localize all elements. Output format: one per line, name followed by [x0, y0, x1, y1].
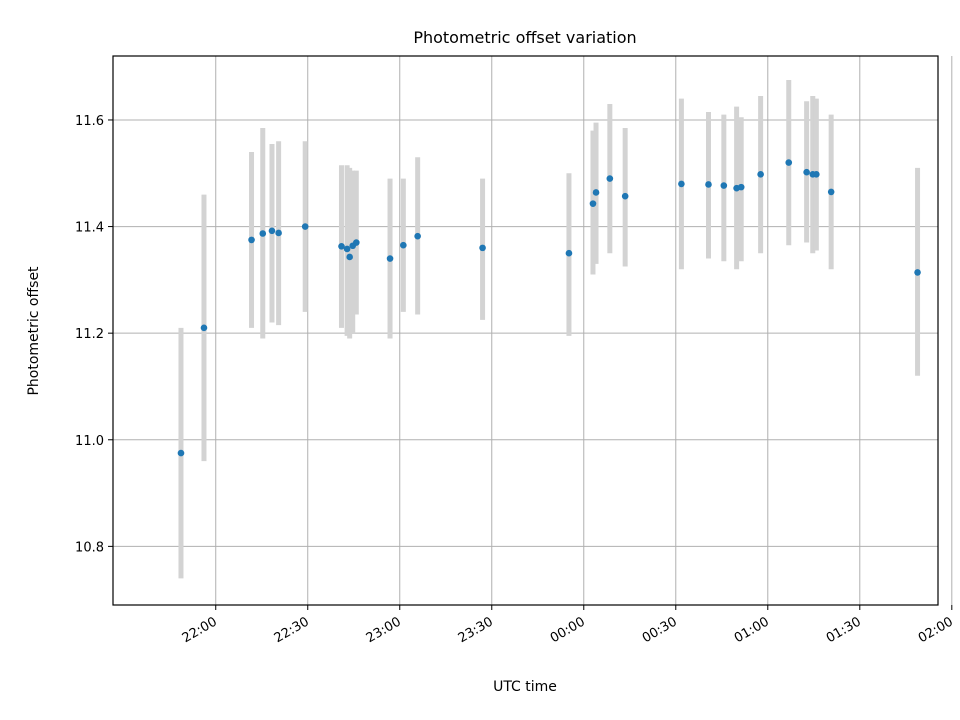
plot-area: [113, 56, 938, 605]
data-point: [259, 230, 267, 237]
y-tick-label: 11.4: [75, 221, 104, 236]
data-point: [177, 449, 185, 457]
y-axis-label: Photometric offset: [26, 266, 42, 396]
data-point: [803, 168, 810, 176]
data-point: [275, 229, 282, 237]
plot-frame: [112, 55, 939, 606]
data-point: [737, 183, 745, 191]
x-axis-label: UTC time: [493, 679, 557, 695]
data-point: [386, 255, 394, 262]
data-point: [589, 200, 597, 207]
data-point: [346, 253, 353, 261]
y-tick-label: 10.8: [75, 540, 104, 555]
data-point: [301, 223, 309, 230]
data-point: [353, 239, 360, 246]
data-point: [592, 189, 600, 196]
y-axis-ticks: 10.8 11.0 11.2 11.4 11.6: [75, 114, 113, 555]
data-point: [200, 324, 208, 332]
data-point: [400, 241, 407, 249]
data-point: [343, 245, 351, 253]
data-point: [248, 236, 255, 244]
data-point: [414, 232, 421, 240]
data-point: [813, 171, 820, 178]
data-point: [621, 192, 629, 200]
y-tick-label: 11.2: [75, 327, 104, 342]
data-point: [606, 175, 614, 182]
data-point: [757, 171, 764, 178]
data-point: [338, 242, 345, 250]
data-points: [177, 159, 921, 457]
chart-title: Photometric offset variation: [413, 28, 636, 47]
data-point: [785, 159, 793, 166]
data-point: [705, 181, 712, 188]
data-point: [678, 180, 685, 188]
y-tick-label: 11.0: [75, 434, 104, 449]
data-point: [479, 244, 486, 252]
data-point: [565, 249, 573, 257]
data-point: [268, 227, 276, 235]
y-tick-label: 11.6: [75, 114, 104, 129]
data-point: [914, 269, 921, 276]
data-point: [827, 188, 835, 196]
data-point: [720, 182, 728, 189]
